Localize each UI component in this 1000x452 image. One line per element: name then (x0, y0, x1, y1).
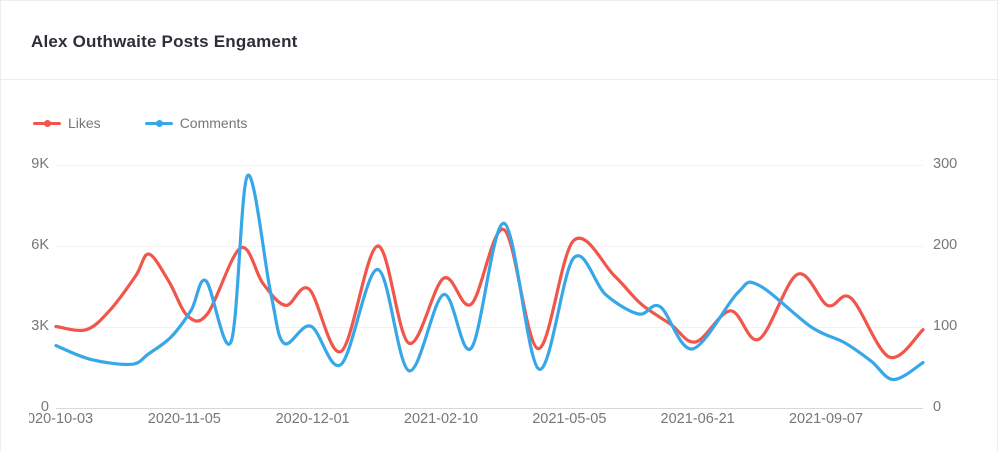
y-axis-left-tick: 3K (31, 318, 49, 334)
legend-item-likes[interactable]: Likes (33, 115, 101, 131)
likes-line-marker-icon (33, 119, 61, 128)
y-axis-left-tick: 0 (40, 399, 49, 415)
x-axis-tick: 2021-05-05 (532, 411, 607, 427)
likes-series-line[interactable] (54, 228, 925, 360)
legend-label-comments: Comments (179, 115, 248, 131)
gridline (56, 246, 923, 247)
header-divider (1, 79, 999, 80)
gridline (56, 165, 923, 166)
x-axis-labels: 2020-10-03 2020-11-05 2020-12-01 2021-02-10… (29, 411, 991, 433)
legend-label-likes: Likes (68, 115, 101, 131)
y-axis-right-tick: 200 (933, 237, 958, 253)
gridline (56, 327, 923, 328)
y-axis-right-tick: 300 (933, 156, 958, 172)
y-axis-right-tick: 100 (933, 318, 958, 334)
y-axis-left-tick: 6K (31, 237, 49, 253)
x-axis-tick: 2021-06-21 (660, 411, 735, 427)
comments-line-marker-icon (144, 119, 173, 128)
comments-series-line[interactable] (54, 173, 925, 382)
chart-legend: Likes Comments (33, 115, 247, 131)
legend-item-comments[interactable]: Comments (144, 115, 248, 131)
x-axis-tick: 2020-10-03 (29, 411, 94, 427)
y-axis-left-tick: 9K (31, 156, 49, 172)
y-axis-right-tick: 0 (933, 399, 942, 415)
page-title: Alex Outhwaite Posts Engament (31, 32, 298, 51)
x-axis-tick: 2020-11-05 (147, 411, 221, 427)
x-axis-tick: 2020-12-01 (275, 411, 350, 427)
x-axis-tick: 2021-02-10 (403, 411, 479, 427)
gridline (56, 408, 923, 409)
x-axis-tick: 2021-09-07 (788, 411, 864, 427)
